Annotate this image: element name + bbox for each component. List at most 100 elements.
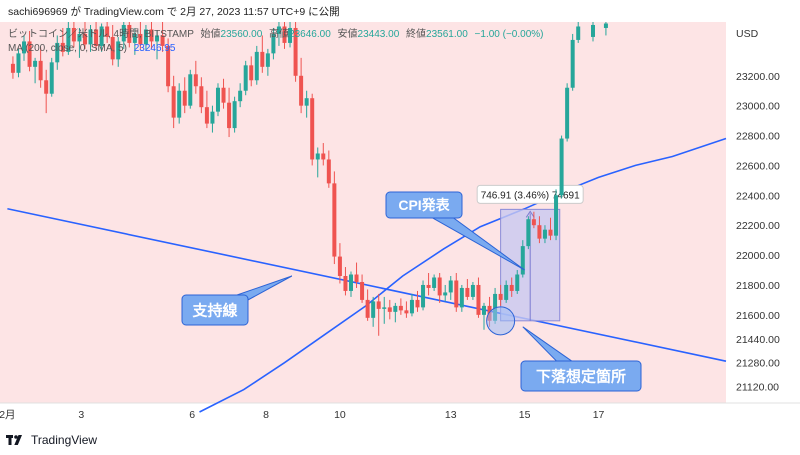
- candle-body: [603, 23, 608, 28]
- high-value: 23646.00: [289, 29, 331, 40]
- tradingview-footer[interactable]: TradingView: [6, 431, 97, 449]
- high-label: 高値: [269, 27, 289, 40]
- time-tick-label: 3: [78, 409, 84, 421]
- candle-body: [210, 111, 215, 124]
- candle-body: [188, 74, 193, 106]
- close-label: 終値: [406, 27, 426, 40]
- time-axis-background: [0, 403, 800, 425]
- candle-body: [276, 26, 281, 34]
- candle-body: [10, 63, 15, 73]
- price-axis-background: [726, 22, 800, 403]
- candle-body: [16, 53, 21, 73]
- candle-body: [376, 301, 381, 309]
- candle-body: [387, 307, 392, 312]
- candle-body: [71, 27, 76, 42]
- candle-body: [515, 274, 520, 291]
- candle-body: [238, 90, 243, 102]
- candle-body: [315, 153, 320, 160]
- candle-body: [127, 24, 132, 43]
- measure-label: 746.91 (3.46%) 74691: [481, 190, 580, 201]
- candle-body: [337, 256, 342, 276]
- callout-text: 下落想定箇所: [536, 367, 626, 385]
- candle-body: [249, 65, 254, 81]
- candle-body: [326, 159, 331, 184]
- candle-body: [421, 284, 426, 308]
- candle-body: [199, 86, 204, 108]
- candle-body: [565, 87, 570, 139]
- candle-body: [66, 27, 71, 52]
- candle-body: [459, 287, 464, 308]
- price-tick-label: 22800.00: [736, 131, 780, 143]
- candle-body: [38, 60, 43, 81]
- candle-body: [493, 293, 498, 321]
- candle-body: [354, 274, 359, 282]
- candle-body: [55, 42, 60, 63]
- candle-body: [531, 219, 536, 226]
- support-line: [7, 207, 727, 362]
- trend-lines: [7, 137, 727, 413]
- candle-body: [193, 74, 198, 87]
- price-tick-label: 22400.00: [736, 190, 780, 202]
- candle-body: [60, 42, 65, 52]
- candle-body: [254, 51, 259, 81]
- open-label: 始値: [201, 27, 221, 40]
- candle-body: [227, 102, 232, 129]
- candle-body: [243, 65, 248, 91]
- candle-body: [559, 138, 564, 196]
- measure-arrow-head: [525, 210, 535, 218]
- candle-body: [33, 60, 38, 67]
- candle-body: [110, 36, 115, 60]
- candle-body: [465, 287, 470, 297]
- candle-body: [171, 86, 176, 118]
- tradingview-brand-text: TradingView: [31, 433, 98, 447]
- candle-body: [260, 51, 265, 67]
- time-tick-label: 10: [334, 409, 346, 421]
- candle-body: [166, 45, 171, 87]
- price-axis: 23200.00 23000.00 22800.00 22600.00 22400.00…: [736, 28, 780, 394]
- callout-text: CPI発表: [398, 197, 450, 213]
- candle-body: [498, 293, 503, 300]
- time-tick-label: 6: [189, 409, 195, 421]
- candle-body: [404, 310, 409, 314]
- candle-body: [509, 284, 514, 291]
- candle-body: [576, 26, 581, 40]
- candle-body: [282, 26, 287, 43]
- candle-body: [143, 29, 148, 45]
- price-tick-label: 21440.00: [736, 334, 780, 346]
- symbol-label: ビットコイン／米ドル, 4時間, BITSTAMP: [8, 27, 194, 40]
- candle-body: [27, 41, 32, 67]
- candle-body: [132, 33, 137, 43]
- candle-body: [288, 27, 293, 43]
- candle-body: [526, 219, 531, 247]
- candle-body: [160, 35, 165, 46]
- candle-body: [520, 246, 525, 275]
- ma-value: 23246.95: [134, 43, 176, 54]
- candle-body: [321, 153, 326, 160]
- candle-body: [77, 33, 82, 42]
- plot-background: [0, 22, 726, 403]
- low-label: 安値: [338, 27, 358, 40]
- candle-body: [443, 292, 448, 296]
- candle-body: [415, 299, 420, 308]
- candle-body: [232, 101, 237, 129]
- time-tick-label: 15: [519, 409, 531, 421]
- drop-point-highlight: [486, 306, 516, 336]
- callout-box: [520, 360, 642, 392]
- candle-body: [476, 284, 481, 315]
- time-tick-label: 13: [445, 409, 457, 421]
- symbol-legend-line: ビットコイン／米ドル, 4時間, BITSTAMP 始値23560.00 高値2…: [8, 27, 543, 40]
- candle-body: [149, 29, 154, 42]
- candle-body: [138, 33, 143, 45]
- candle-body: [44, 80, 49, 94]
- price-tick-label: 22200.00: [736, 220, 780, 232]
- price-tick-label: 23000.00: [736, 101, 780, 113]
- candle-body: [332, 183, 337, 257]
- ma-legend-line: MA (200, close, 0, SMA, 5) 23246.95: [8, 43, 176, 54]
- candle-body: [99, 26, 104, 46]
- callout-box: [181, 294, 249, 326]
- candle-body: [360, 281, 365, 300]
- candle-body: [542, 229, 547, 239]
- candle-body: [304, 98, 309, 106]
